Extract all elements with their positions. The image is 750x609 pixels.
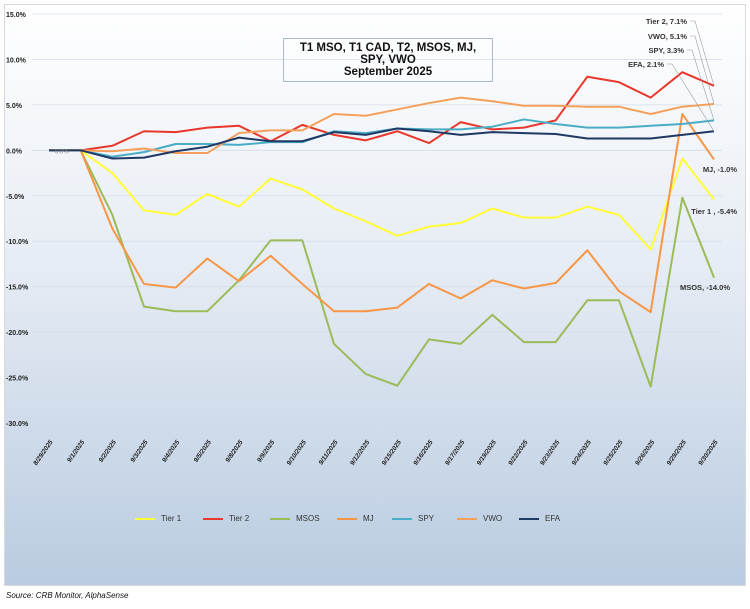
x-tick-label: 8/29/2025 <box>32 439 55 467</box>
x-tick-label: 9/3/2025 <box>129 439 149 464</box>
x-tick-label: 9/22/2025 <box>507 439 530 467</box>
leader-line <box>667 63 715 132</box>
legend-label: VWO <box>483 514 503 523</box>
legend-item: Tier 2 <box>203 514 249 523</box>
end-label: Tier 1 , -5.4% <box>691 207 737 216</box>
legend-swatch <box>392 517 412 520</box>
legend-swatch <box>337 517 357 520</box>
x-tick-label: 9/17/2025 <box>444 439 467 467</box>
y-tick-label: -5.0% <box>6 194 25 201</box>
legend-label: Tier 2 <box>229 514 250 523</box>
x-tick-label: 9/26/2025 <box>634 439 657 467</box>
legend-label: MJ <box>363 514 374 523</box>
series-line-efa <box>49 127 715 160</box>
end-label: SPY, 3.3% <box>649 46 685 55</box>
y-tick-label: -10.0% <box>6 239 29 246</box>
legend-label: Tier 1 <box>161 514 182 523</box>
x-tick-label: 9/9/2025 <box>256 439 276 464</box>
legend-label: MSOS <box>296 514 320 523</box>
chart-title-box: T1 MSO, T1 CAD, T2, MSOS, MJ, SPY, VWO S… <box>283 38 493 82</box>
series-line-tier-2 <box>49 71 715 152</box>
chart-subtitle: September 2025 <box>343 66 433 78</box>
source-note: Source: CRB Monitor, AlphaSense <box>6 591 129 600</box>
legend-item: MSOS <box>270 514 320 523</box>
x-tick-label: 9/1/2025 <box>66 439 86 464</box>
leader-line <box>690 35 715 105</box>
legend-swatch <box>519 517 539 520</box>
x-tick-label: 9/11/2025 <box>318 439 340 467</box>
x-tick-label: 9/19/2025 <box>476 439 499 467</box>
x-tick-label: 9/5/2025 <box>193 439 213 464</box>
x-tick-label: 9/8/2025 <box>224 439 244 464</box>
x-tick-label: 9/12/2025 <box>349 439 372 467</box>
end-label: VWO, 5.1% <box>648 32 688 41</box>
leader-line <box>687 49 715 121</box>
legend-item: VWO <box>457 514 502 523</box>
x-tick-label: 9/24/2025 <box>571 439 594 467</box>
series-line-tier-1 <box>49 149 715 251</box>
legend-label: EFA <box>545 514 561 523</box>
series-line-vwo <box>49 96 715 155</box>
x-tick-label: 9/30/2025 <box>697 439 720 467</box>
x-tick-label: 9/15/2025 <box>381 439 404 467</box>
y-tick-label: 10.0% <box>6 57 27 64</box>
zero-label: 0.0% <box>55 149 69 155</box>
chart-area <box>4 4 746 586</box>
end-label: MJ, -1.0% <box>703 165 738 174</box>
x-tick-label: 9/25/2025 <box>602 439 625 467</box>
series-line-mj <box>49 112 715 314</box>
y-tick-label: -20.0% <box>6 330 29 337</box>
leader-line <box>690 20 715 86</box>
x-tick-label: 9/2/2025 <box>98 439 118 464</box>
legend-swatch <box>457 517 477 520</box>
legend-item: Tier 1 <box>135 514 181 523</box>
y-tick-label: -30.0% <box>6 421 29 428</box>
y-tick-label: 0.0% <box>6 148 23 155</box>
x-tick-label: 9/10/2025 <box>286 439 309 467</box>
series-line-msos <box>49 149 715 388</box>
x-tick-label: 9/16/2025 <box>412 439 435 467</box>
y-tick-label: 5.0% <box>6 103 23 110</box>
end-label: EFA, 2.1% <box>628 60 664 69</box>
y-tick-label: -15.0% <box>6 285 29 292</box>
x-tick-label: 9/29/2025 <box>666 439 689 467</box>
x-tick-label: 9/23/2025 <box>539 439 562 467</box>
legend-swatch <box>203 517 223 520</box>
legend-item: MJ <box>337 514 374 523</box>
x-tick-label: 9/4/2025 <box>161 439 181 464</box>
chart-title: T1 MSO, T1 CAD, T2, MSOS, MJ, SPY, VWO <box>299 42 477 66</box>
legend-label: SPY <box>418 514 435 523</box>
y-tick-label: -25.0% <box>6 376 29 383</box>
end-label: Tier 2, 7.1% <box>646 17 687 26</box>
legend-item: EFA <box>519 514 560 523</box>
legend-swatch <box>270 517 290 520</box>
y-tick-label: 15.0% <box>6 12 27 19</box>
legend-swatch <box>135 517 155 520</box>
end-label: MSOS, -14.0% <box>680 283 730 292</box>
legend-item: SPY <box>392 514 434 523</box>
